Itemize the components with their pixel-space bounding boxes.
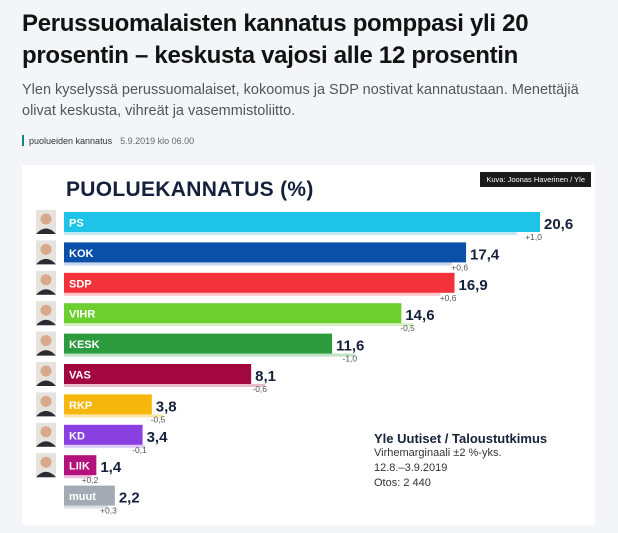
portrait-body: [36, 350, 56, 356]
value-label: 2,2: [119, 490, 140, 507]
change-label: +0,6: [451, 262, 468, 272]
portrait-face: [40, 304, 52, 316]
value-label: 1,4: [100, 459, 122, 476]
previous-value-bar: [64, 262, 453, 266]
portrait-body: [36, 441, 56, 447]
article-lead: Ylen kyselyssä perussuomalaiset, kokoomu…: [22, 82, 579, 119]
topic-link[interactable]: puolueiden kannatus: [29, 135, 113, 146]
portrait-body: [36, 471, 56, 478]
value-label: 16,9: [459, 277, 488, 294]
previous-value-bar: [64, 384, 266, 387]
portrait-body: [36, 258, 56, 265]
value-label: 3,4: [147, 429, 169, 446]
bar-rkp: [64, 394, 152, 415]
article-headline: Perussuomalaisten kannatus pomppasi yli …: [22, 10, 529, 69]
previous-value-bar: [64, 232, 517, 235]
change-label: +0,2: [82, 475, 99, 485]
portrait-face: [40, 213, 52, 225]
change-label: -0,5: [400, 323, 415, 333]
bar-vas: [64, 364, 252, 384]
bar-liik: [64, 455, 97, 476]
source-sample: Otos: 2 440: [374, 477, 431, 489]
previous-value-bar: [64, 323, 413, 327]
bar-label: SDP: [69, 278, 92, 290]
previous-value-bar: [64, 444, 145, 448]
bar-label: VIHR: [69, 309, 95, 321]
bar-kok: [64, 242, 467, 263]
value-label: 20,6: [544, 216, 573, 233]
bar-label: KESK: [69, 339, 100, 351]
change-label: +1,0: [525, 232, 542, 242]
topic-marker: [22, 135, 24, 146]
portrait-body: [36, 380, 56, 386]
portrait-face: [40, 395, 52, 407]
source-title: Yle Uutiset / Taloustutkimus: [374, 431, 548, 446]
value-label: 17,4: [470, 246, 500, 263]
bar-ps: [64, 212, 540, 232]
bar-kesk: [64, 333, 333, 354]
value-label: 8,1: [255, 368, 276, 385]
portrait-face: [40, 426, 52, 438]
portrait-face: [40, 274, 52, 286]
portrait-face: [40, 243, 52, 255]
previous-value-bar: [64, 292, 441, 296]
previous-value-bar: [64, 505, 108, 509]
value-label: 11,6: [336, 338, 364, 355]
bar-label: PS: [69, 218, 84, 230]
bar-label: KD: [69, 430, 85, 442]
portrait-face: [40, 456, 52, 468]
bar-vihr: [64, 303, 402, 324]
portrait-body: [36, 410, 56, 417]
source-box: Yle Uutiset / Taloustutkimus Virhemargin…: [374, 431, 547, 491]
previous-value-bar: [64, 353, 356, 357]
chart-title: PUOLUEKANNATUS (%): [66, 178, 314, 201]
portrait-body: [36, 228, 56, 234]
change-label: -0,6: [252, 384, 267, 394]
bar-label: KOK: [69, 248, 94, 260]
bar-muut: [64, 485, 115, 506]
previous-value-bar: [64, 475, 92, 479]
previous-value-bar: [64, 414, 164, 418]
change-label: -1,0: [342, 354, 357, 364]
change-label: -0,5: [151, 414, 166, 424]
value-label: 14,6: [405, 307, 434, 324]
portrait-face: [40, 335, 52, 347]
portrait-body: [36, 319, 56, 326]
chart-card: PS 20,6 +1,0 KOK 17,4 +0,6 SDP 16,9 +0,6 VIHR 14,6…: [22, 165, 595, 525]
bar-label: LIIK: [69, 461, 90, 473]
portrait-body: [36, 289, 56, 295]
publish-date: 5.9.2019 klo 06.00: [120, 135, 195, 146]
bar-label: RKP: [69, 400, 92, 412]
portrait-face: [40, 365, 52, 377]
value-label: 3,8: [156, 398, 177, 415]
source-dates: 12.8.–3.9.2019: [374, 462, 448, 474]
bar-kd: [64, 424, 143, 445]
change-label: +0,3: [100, 506, 117, 516]
bar-sdp: [64, 272, 455, 293]
source-margin: Virhemarginaali ±2 %-yks.: [374, 447, 502, 459]
image-credit: Kuva: Joonas Haverinen / Yle: [480, 172, 591, 187]
bar-label: muut: [69, 491, 96, 503]
article-meta: puolueiden kannatus 5.9.2019 klo 06.00: [22, 135, 194, 146]
bar-label: VAS: [69, 370, 91, 382]
change-label: +0,6: [440, 293, 457, 303]
change-label: -0,1: [132, 445, 147, 455]
